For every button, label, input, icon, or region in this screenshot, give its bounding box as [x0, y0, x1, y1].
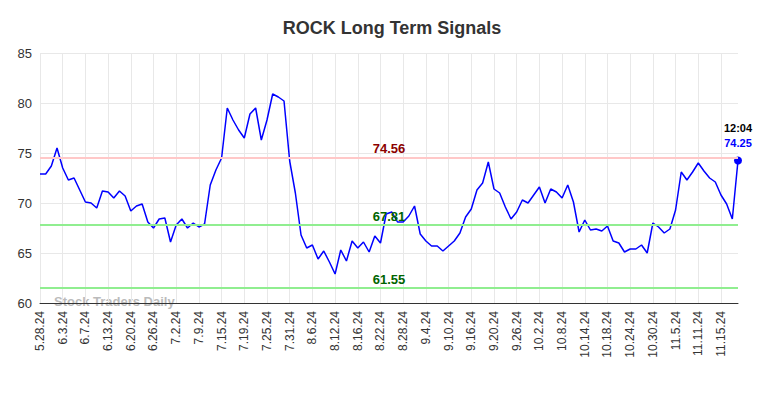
svg-text:8.6.24: 8.6.24 [305, 311, 319, 345]
svg-text:6.13.24: 6.13.24 [101, 311, 115, 351]
svg-text:8.16.24: 8.16.24 [351, 311, 365, 351]
svg-text:6.26.24: 6.26.24 [146, 311, 160, 351]
svg-text:75: 75 [18, 146, 32, 161]
svg-text:12:04: 12:04 [724, 122, 753, 134]
svg-text:9.10.24: 9.10.24 [442, 311, 456, 351]
svg-text:9.4.24: 9.4.24 [419, 311, 433, 345]
svg-text:11.11.24: 11.11.24 [691, 311, 705, 356]
svg-text:9.20.24: 9.20.24 [487, 311, 501, 351]
svg-text:6.3.24: 6.3.24 [56, 311, 70, 345]
svg-text:74.56: 74.56 [373, 141, 406, 156]
svg-text:61.55: 61.55 [373, 272, 406, 287]
svg-text:7.2.24: 7.2.24 [169, 311, 183, 345]
svg-text:ROCK Long Term Signals: ROCK Long Term Signals [283, 18, 502, 38]
svg-text:7.9.24: 7.9.24 [192, 311, 206, 345]
svg-text:11.15.24: 11.15.24 [714, 311, 728, 357]
svg-text:65: 65 [18, 246, 32, 261]
svg-text:6.20.24: 6.20.24 [124, 311, 138, 351]
svg-text:9.26.24: 9.26.24 [510, 311, 524, 351]
svg-text:5.28.24: 5.28.24 [33, 311, 47, 351]
svg-text:6.7.24: 6.7.24 [78, 311, 92, 345]
svg-text:10.8.24: 10.8.24 [555, 311, 569, 351]
svg-text:10.18.24: 10.18.24 [600, 311, 614, 358]
svg-text:85: 85 [18, 46, 32, 61]
svg-text:11.5.24: 11.5.24 [669, 311, 683, 350]
svg-text:10.2.24: 10.2.24 [532, 311, 546, 351]
svg-text:70: 70 [18, 196, 32, 211]
svg-text:Stock Traders Daily: Stock Traders Daily [54, 294, 175, 309]
svg-text:74.25: 74.25 [724, 137, 752, 149]
svg-text:8.12.24: 8.12.24 [328, 311, 342, 351]
svg-text:67.81: 67.81 [373, 209, 406, 224]
svg-text:60: 60 [18, 296, 32, 311]
svg-text:9.16.24: 9.16.24 [464, 311, 478, 351]
svg-text:10.30.24: 10.30.24 [646, 311, 660, 358]
svg-text:7.25.24: 7.25.24 [260, 311, 274, 351]
svg-text:10.24.24: 10.24.24 [623, 311, 637, 358]
svg-text:7.19.24: 7.19.24 [237, 311, 251, 351]
svg-text:7.15.24: 7.15.24 [215, 311, 229, 351]
svg-text:7.31.24: 7.31.24 [283, 311, 297, 351]
svg-text:8.28.24: 8.28.24 [396, 311, 410, 351]
svg-text:8.22.24: 8.22.24 [373, 311, 387, 351]
svg-text:80: 80 [18, 96, 32, 111]
svg-text:10.14.24: 10.14.24 [578, 311, 592, 358]
